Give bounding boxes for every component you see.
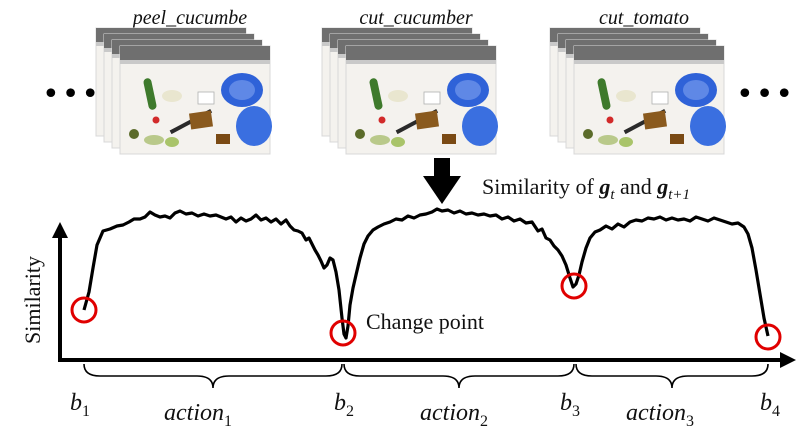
change-point-marker: [560, 272, 588, 300]
caption-sub2: t+1: [668, 187, 690, 203]
axes: [52, 222, 796, 368]
frame-stack-peel-cucumbe: peel_cucumbe: [95, 7, 273, 155]
brace-action-1: [83, 363, 343, 389]
down-arrow-icon: [423, 158, 461, 204]
y-axis-arrow-icon: [52, 222, 68, 238]
change-point-marker: [329, 319, 357, 347]
action-label-2: action2: [420, 400, 488, 430]
group-label: cut_tomato: [599, 7, 689, 29]
action-label-3: action3: [626, 400, 694, 430]
boundary-label-2: b2: [334, 390, 354, 420]
y-axis-label: Similarity: [20, 256, 45, 344]
caption-sub1: t: [610, 187, 615, 203]
action-braces: [83, 363, 769, 389]
caption-g1: g: [598, 174, 610, 199]
caption-g2: g: [656, 174, 668, 199]
caption-prefix: Similarity of: [482, 174, 599, 199]
change-point-marker: [70, 296, 98, 324]
caption-and: and: [615, 174, 658, 199]
brace-action-3: [575, 363, 769, 389]
video-frame: [119, 45, 273, 155]
frame-stack-cut-cucumber: cut_cucumber: [321, 7, 499, 155]
ellipsis-left: •••: [42, 77, 101, 112]
action-label-1: action1: [164, 400, 232, 430]
similarity-caption: Similarity of gt and gt+1: [482, 174, 690, 203]
boundary-label-3: b3: [560, 390, 580, 420]
change-point-marker: [754, 323, 782, 351]
x-axis-arrow-icon: [780, 352, 796, 368]
ellipsis-right: •••: [736, 77, 795, 112]
change-points: [70, 272, 782, 351]
video-frame: [345, 45, 499, 155]
similarity-curve: [82, 207, 770, 340]
change-point-label: Change point: [366, 309, 484, 334]
brace-action-2: [343, 363, 575, 389]
video-frame: [573, 45, 727, 155]
group-label: peel_cucumbe: [131, 7, 248, 29]
frame-stack-cut-tomato: cut_tomato: [549, 7, 727, 155]
boundary-label-4: b4: [760, 390, 780, 420]
group-label: cut_cucumber: [359, 7, 473, 29]
boundary-label-1: b1: [70, 390, 90, 420]
